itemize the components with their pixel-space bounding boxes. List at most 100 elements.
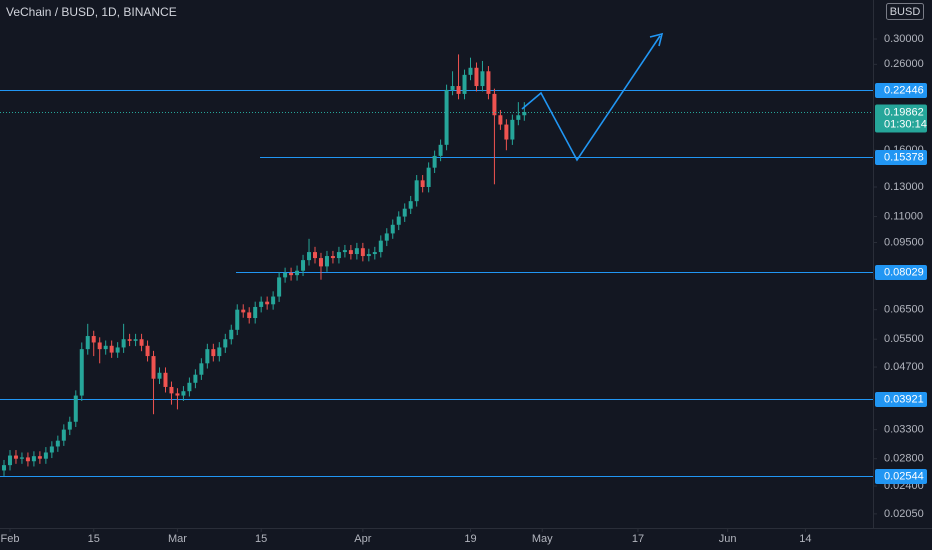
x-tick-label: 15 xyxy=(88,533,100,545)
currency-badge[interactable] xyxy=(886,3,924,20)
candle-body xyxy=(396,216,401,225)
candle-body xyxy=(97,342,102,350)
candle-body xyxy=(444,89,449,145)
x-tick-label: Mar xyxy=(168,533,187,545)
candle-body xyxy=(336,252,341,259)
candle-body xyxy=(127,339,132,341)
y-tick-label: 0.11000 xyxy=(884,210,923,222)
candle-body xyxy=(318,258,323,267)
y-tick-label: 0.30000 xyxy=(884,33,924,45)
candle-body xyxy=(438,144,443,156)
candle-body xyxy=(7,455,12,466)
candle-body xyxy=(103,345,108,350)
candle-body xyxy=(19,457,24,459)
candle-body xyxy=(193,374,198,383)
candle-body xyxy=(324,256,329,267)
candle-body xyxy=(265,301,270,305)
level-label: 0.03921 xyxy=(884,393,924,405)
currency-label: BUSD xyxy=(890,6,921,18)
x-tick-label: May xyxy=(532,533,553,545)
level-label: 0.02544 xyxy=(884,470,924,482)
candle-body xyxy=(91,336,96,343)
candle-body xyxy=(139,339,144,346)
candle-body xyxy=(432,155,437,168)
candle-body xyxy=(61,429,66,441)
candle-body xyxy=(510,119,515,140)
candle-body xyxy=(450,86,455,90)
candle-body xyxy=(133,339,138,341)
candle-body xyxy=(217,347,222,357)
y-tick-label: 0.05500 xyxy=(884,333,924,345)
y-tick-label: 0.13000 xyxy=(884,181,924,193)
x-tick-label: 14 xyxy=(799,533,811,545)
candle-body xyxy=(211,349,216,357)
candle-body xyxy=(468,67,473,75)
candle-body xyxy=(25,457,30,462)
chart-title: VeChain / BUSD, 1D, BINANCE xyxy=(6,5,177,19)
candle-body xyxy=(498,115,503,125)
x-tick-label: Feb xyxy=(1,533,20,545)
price-axis: 0.300000.260000.160000.130000.110000.095… xyxy=(873,33,927,520)
candle-body xyxy=(486,71,491,94)
candle-body xyxy=(163,372,168,387)
candle-body xyxy=(169,386,174,394)
level-label-box xyxy=(875,469,927,484)
candle-body xyxy=(408,201,413,209)
candle-body xyxy=(175,393,180,396)
candle-body xyxy=(247,312,252,319)
candle-body xyxy=(157,372,162,379)
y-tick-label: 0.09500 xyxy=(884,236,924,248)
candle-body xyxy=(522,111,527,116)
candle-body xyxy=(67,421,72,430)
candle-body xyxy=(456,86,461,94)
candle-body xyxy=(354,248,359,255)
candle-body xyxy=(241,309,246,313)
candle-body xyxy=(420,180,425,187)
last-price-label: 0.19862 xyxy=(884,106,924,118)
candle-body xyxy=(79,349,84,396)
level-label: 0.15378 xyxy=(884,151,924,163)
candle-body xyxy=(235,309,240,330)
candle-body xyxy=(330,256,335,259)
candle-body xyxy=(366,254,371,257)
candle-body xyxy=(342,250,347,253)
candle-body xyxy=(516,115,521,120)
y-tick-label: 0.04700 xyxy=(884,361,924,373)
level-label: 0.22446 xyxy=(884,84,924,96)
candle-body xyxy=(307,252,312,261)
candle-body xyxy=(313,252,318,259)
candle-body xyxy=(414,180,419,202)
candle-body xyxy=(13,455,18,459)
candle-body xyxy=(85,336,90,350)
candle-body xyxy=(372,252,377,255)
candle-body xyxy=(205,349,210,364)
candle-body xyxy=(426,167,431,187)
x-tick-label: Jun xyxy=(719,533,737,545)
candle-body xyxy=(271,296,276,305)
candle-body xyxy=(289,272,294,276)
x-tick-label: 15 xyxy=(255,533,267,545)
candle-body xyxy=(43,452,48,459)
candle-body xyxy=(199,363,204,375)
x-tick-label: 17 xyxy=(632,533,644,545)
candle-body xyxy=(187,382,192,392)
projection-arrowhead xyxy=(649,32,664,47)
candle-body xyxy=(277,277,282,297)
candle-body xyxy=(55,440,60,447)
candle-body xyxy=(492,93,497,116)
candle-body xyxy=(301,260,306,271)
candle-body xyxy=(504,124,509,140)
candle-body xyxy=(151,356,156,379)
candle-body xyxy=(253,306,258,319)
candle-body xyxy=(145,345,150,357)
candle-body xyxy=(480,71,485,87)
candle-body xyxy=(390,224,395,234)
candle-body xyxy=(73,395,78,422)
candle-body xyxy=(121,339,126,348)
candle-body xyxy=(31,456,36,462)
countdown-label: 01:30:14 xyxy=(884,118,927,130)
x-tick-label: Apr xyxy=(354,533,371,545)
level-label-box xyxy=(875,265,927,280)
level-label-box xyxy=(875,83,927,98)
candle-body xyxy=(181,391,186,396)
